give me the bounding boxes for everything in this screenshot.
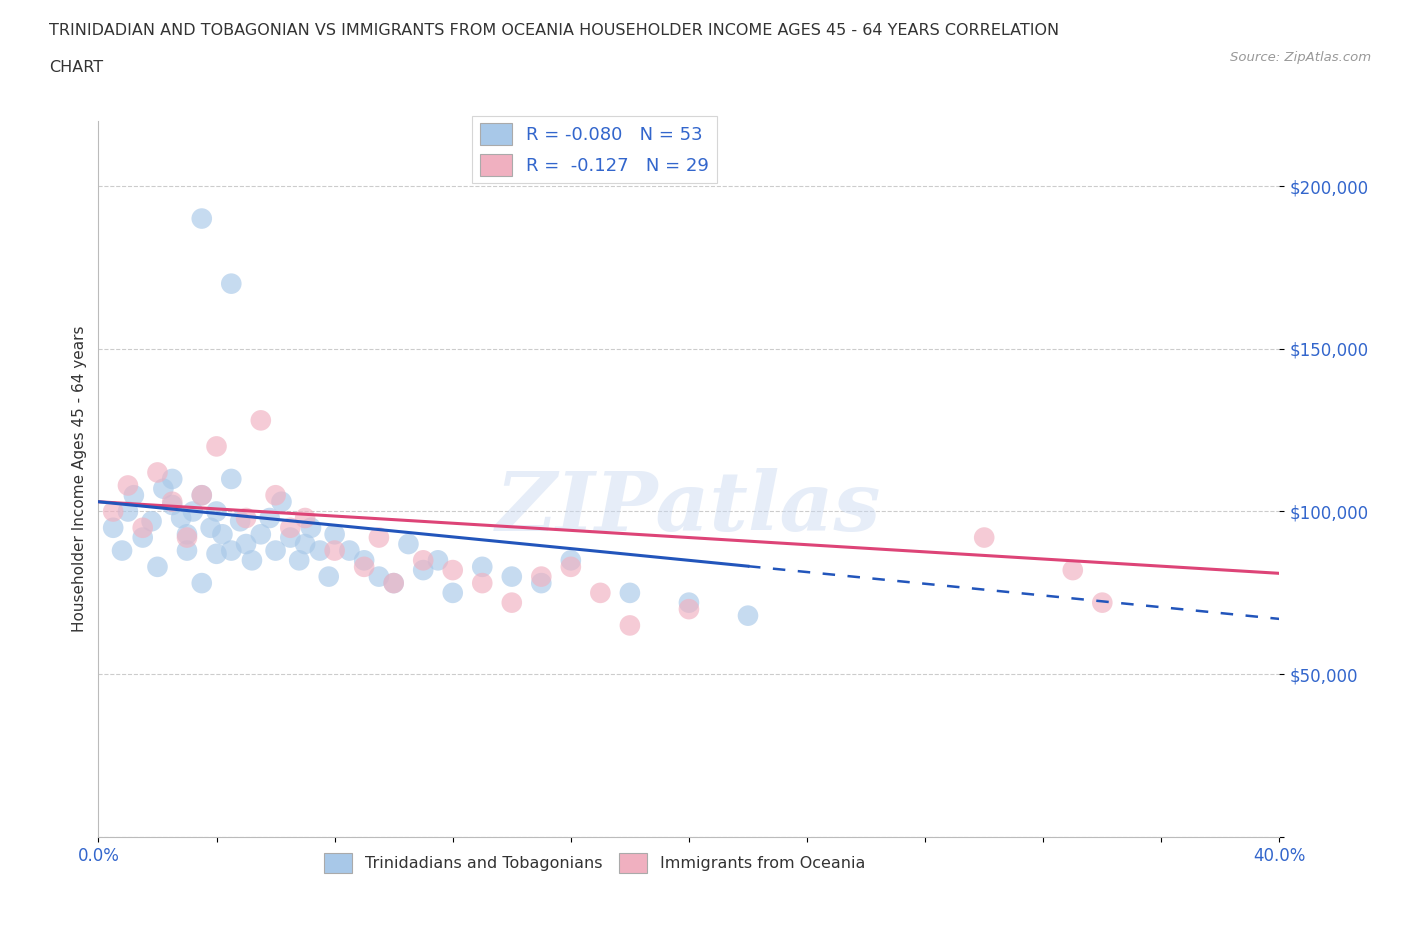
Point bbox=[146, 465, 169, 480]
Point bbox=[318, 569, 340, 584]
Point bbox=[250, 413, 273, 428]
Point bbox=[235, 511, 257, 525]
Point bbox=[1062, 563, 1084, 578]
Point bbox=[471, 576, 494, 591]
Point bbox=[162, 472, 183, 486]
Point bbox=[737, 608, 759, 623]
Point bbox=[560, 552, 582, 567]
Point bbox=[250, 526, 273, 541]
Point bbox=[221, 472, 243, 486]
Point bbox=[162, 498, 183, 512]
Point bbox=[122, 488, 145, 503]
Point bbox=[176, 530, 198, 545]
Point bbox=[264, 543, 287, 558]
Point bbox=[132, 530, 155, 545]
Point bbox=[280, 521, 302, 536]
Text: ZIPatlas: ZIPatlas bbox=[496, 468, 882, 548]
Point bbox=[229, 513, 252, 528]
Point bbox=[368, 569, 391, 584]
Point bbox=[619, 586, 641, 601]
Point bbox=[323, 526, 346, 541]
Point bbox=[353, 552, 375, 567]
Text: Source: ZipAtlas.com: Source: ZipAtlas.com bbox=[1230, 51, 1371, 64]
Point bbox=[152, 482, 174, 497]
Point bbox=[141, 513, 163, 528]
Point bbox=[221, 276, 243, 291]
Point bbox=[382, 576, 405, 591]
Point bbox=[294, 537, 316, 551]
Point bbox=[205, 504, 228, 519]
Point bbox=[398, 537, 420, 551]
Point bbox=[382, 576, 405, 591]
Point bbox=[678, 595, 700, 610]
Legend: Trinidadians and Tobagonians, Immigrants from Oceania: Trinidadians and Tobagonians, Immigrants… bbox=[318, 847, 872, 879]
Point bbox=[117, 504, 139, 519]
Point bbox=[264, 488, 287, 503]
Point bbox=[619, 618, 641, 633]
Point bbox=[280, 530, 302, 545]
Point bbox=[205, 439, 228, 454]
Point bbox=[323, 543, 346, 558]
Point bbox=[339, 543, 361, 558]
Point bbox=[1091, 595, 1114, 610]
Point bbox=[191, 576, 214, 591]
Point bbox=[103, 504, 125, 519]
Point bbox=[589, 586, 612, 601]
Point bbox=[270, 495, 292, 510]
Point bbox=[299, 521, 322, 536]
Point bbox=[103, 521, 125, 536]
Point bbox=[441, 586, 464, 601]
Point bbox=[501, 569, 523, 584]
Point bbox=[240, 552, 263, 567]
Point bbox=[678, 602, 700, 617]
Point bbox=[412, 552, 434, 567]
Text: CHART: CHART bbox=[49, 60, 103, 75]
Point bbox=[259, 511, 281, 525]
Point bbox=[501, 595, 523, 610]
Point bbox=[441, 563, 464, 578]
Y-axis label: Householder Income Ages 45 - 64 years: Householder Income Ages 45 - 64 years bbox=[72, 326, 87, 632]
Point bbox=[211, 526, 233, 541]
Point bbox=[132, 521, 155, 536]
Point bbox=[176, 526, 198, 541]
Point bbox=[560, 560, 582, 575]
Point bbox=[200, 521, 222, 536]
Point bbox=[111, 543, 134, 558]
Point bbox=[412, 563, 434, 578]
Point bbox=[221, 543, 243, 558]
Point bbox=[205, 547, 228, 562]
Point bbox=[191, 211, 214, 226]
Point bbox=[368, 530, 391, 545]
Point bbox=[427, 552, 450, 567]
Point bbox=[191, 488, 214, 503]
Point bbox=[471, 560, 494, 575]
Point bbox=[288, 552, 311, 567]
Point bbox=[235, 537, 257, 551]
Point bbox=[309, 543, 332, 558]
Point bbox=[181, 504, 204, 519]
Point bbox=[973, 530, 995, 545]
Point bbox=[117, 478, 139, 493]
Point bbox=[170, 511, 193, 525]
Point bbox=[191, 488, 214, 503]
Point bbox=[146, 560, 169, 575]
Point bbox=[294, 511, 316, 525]
Point bbox=[530, 576, 553, 591]
Text: TRINIDADIAN AND TOBAGONIAN VS IMMIGRANTS FROM OCEANIA HOUSEHOLDER INCOME AGES 45: TRINIDADIAN AND TOBAGONIAN VS IMMIGRANTS… bbox=[49, 23, 1059, 38]
Point bbox=[162, 495, 183, 510]
Point bbox=[353, 560, 375, 575]
Point bbox=[176, 543, 198, 558]
Point bbox=[530, 569, 553, 584]
